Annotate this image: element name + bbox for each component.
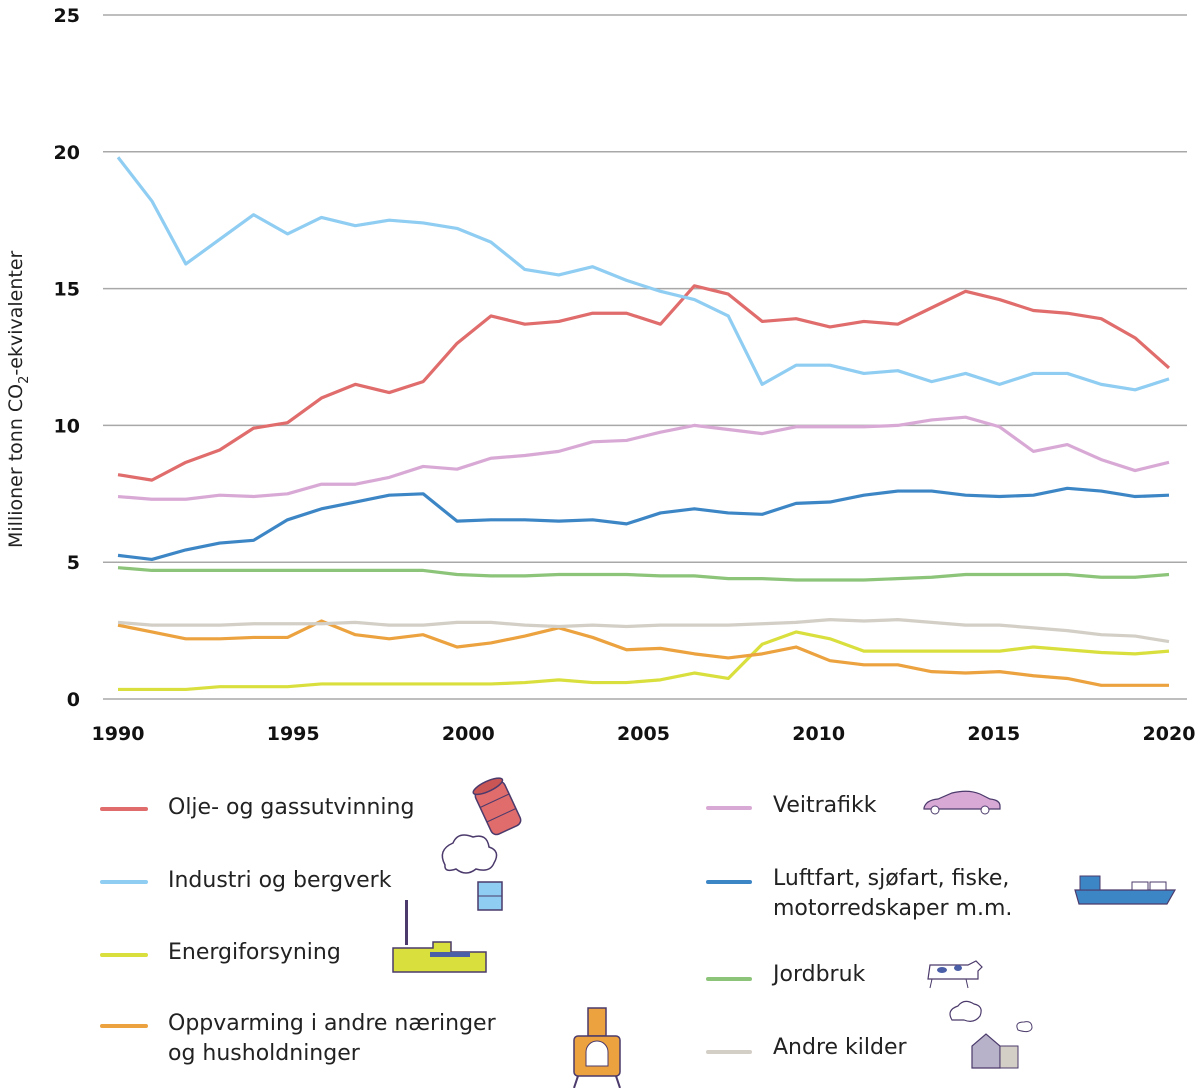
series-line-3: [117, 619, 1169, 687]
legend-label-jordbruk: Jordbruk: [773, 962, 866, 987]
factory-smoke-icon: [441, 834, 503, 911]
y-tick-label: 15: [54, 279, 80, 301]
legend-label-luftfart: Luftfart, sjøfart, fiske, motorredskaper …: [773, 866, 1013, 921]
x-tick-label: 2005: [617, 723, 670, 745]
legend-swatch-jordbruk: [706, 977, 752, 981]
x-tick-label: 1990: [92, 723, 145, 745]
legend-label-energi: Energiforsyning: [168, 940, 341, 965]
y-tick-label: 0: [67, 689, 80, 711]
series-line-0: [117, 284, 1171, 482]
car-icon: [923, 790, 1001, 815]
series-line-4: [117, 415, 1170, 501]
oil-barrel-icon: [472, 777, 522, 836]
legend-swatch-luftfart: [706, 880, 752, 884]
legend-label-andre: Andre kilder: [773, 1035, 907, 1060]
ship-icon: [1074, 875, 1177, 905]
x-tick-label: 2015: [967, 723, 1020, 745]
y-tick-label: 5: [67, 552, 80, 574]
series-line-7: [117, 618, 1170, 644]
legend-swatch-andre: [706, 1050, 752, 1054]
plot-area: 1990 1995 2000 2005 2010 2015 2020 0510152025 …: [5, 5, 1196, 745]
y-axis-label: Millioner tonn CO2-ekvivalenter: [5, 250, 32, 548]
stove-icon: [573, 1007, 621, 1088]
legend-swatch-energi: [100, 953, 148, 957]
series-line-2: [118, 630, 1170, 692]
series-line-5: [117, 486, 1170, 562]
cow-icon: [927, 960, 983, 989]
power-plant-icon: [392, 900, 487, 973]
y-tick-label: 20: [54, 142, 80, 164]
x-tick-label: 2020: [1143, 723, 1196, 745]
y-tick-label: 25: [54, 5, 80, 27]
legend-swatch-oppvarming: [100, 1024, 148, 1028]
legend-swatch-olje: [100, 807, 148, 811]
x-tick-label: 1995: [267, 723, 320, 745]
legend-label-olje: Olje- og gassutvinning: [168, 795, 415, 820]
legend-label-industri: Industri og bergverk: [168, 868, 392, 893]
legend-swatch-veitrafikk: [706, 806, 752, 810]
series-line-6: [117, 566, 1170, 582]
series-line-1: [116, 156, 1170, 392]
x-tick-label: 2000: [442, 723, 495, 745]
house-smoke-icon: [949, 1000, 1033, 1069]
y-tick-label: 10: [54, 415, 80, 437]
legend-label-veitrafikk: Veitrafikk: [773, 793, 877, 818]
legend-label-oppvarming: Oppvarming i andre næringer og husholdnin…: [168, 1011, 496, 1066]
x-tick-label: 2010: [792, 723, 845, 745]
legend-swatch-industri: [100, 880, 148, 884]
